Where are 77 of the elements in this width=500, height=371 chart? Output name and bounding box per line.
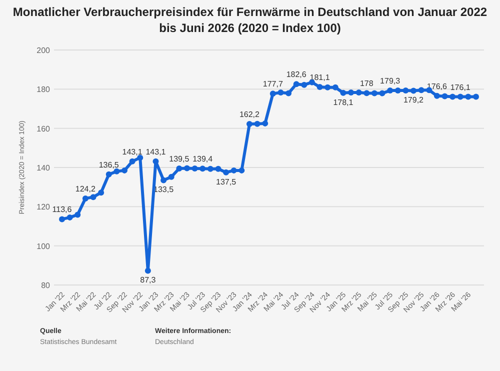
y-tick-label: 140: [36, 164, 51, 172]
point: [356, 89, 362, 96]
point: [270, 90, 276, 97]
y-tick-label: 80: [41, 281, 51, 290]
point: [364, 90, 370, 96]
point: [246, 121, 252, 128]
data-label: 162,2: [239, 110, 260, 120]
data-label: 176,1: [450, 82, 471, 92]
point: [192, 165, 198, 172]
point: [324, 84, 331, 90]
point: [394, 88, 401, 94]
point: [457, 94, 464, 100]
point: [74, 212, 81, 218]
point: [238, 167, 245, 174]
point: [223, 169, 230, 176]
data-label: 139,4: [192, 154, 214, 164]
point: [410, 88, 417, 94]
point: [442, 93, 448, 100]
point: [207, 166, 214, 172]
data-label: 178,1: [333, 98, 354, 107]
data-label: 179,3: [380, 76, 401, 86]
point: [200, 166, 206, 172]
data-label: 143,1: [146, 147, 166, 156]
y-tick-label: 200: [36, 46, 51, 55]
point: [59, 216, 65, 222]
data-label: 137,5: [216, 177, 237, 186]
point: [129, 158, 136, 164]
point: [168, 174, 174, 180]
y-tick-label: 160: [36, 124, 51, 134]
point: [215, 166, 222, 172]
point: [316, 84, 323, 90]
data-label: 179,2: [403, 96, 424, 105]
point: [106, 171, 112, 178]
data-label: 143,1: [122, 147, 143, 156]
point: [262, 120, 268, 126]
point: [152, 158, 159, 164]
point: [450, 94, 456, 100]
point: [402, 88, 409, 94]
data-label: 139,5: [169, 154, 190, 164]
point: [465, 94, 472, 100]
point: [473, 94, 479, 100]
point: [278, 89, 284, 96]
point: [160, 177, 167, 184]
point: [418, 87, 424, 94]
point: [184, 165, 190, 172]
data-label: 133,5: [154, 185, 174, 194]
data-label: 87,3: [140, 276, 156, 285]
point: [293, 81, 300, 88]
point: [434, 92, 440, 99]
chart-title: Monatlicher Verbraucherpreisindex für Fernwärme in Deutschland von Januar 2022 bis Juni 2026 (2020 = Index 100): [12, 5, 488, 35]
point: [66, 214, 73, 220]
data-label: 136,5: [98, 160, 120, 170]
point: [114, 168, 120, 174]
data-label: 182,6: [286, 70, 307, 80]
y-tick-label: 120: [36, 202, 51, 212]
point: [144, 268, 151, 274]
data-label: 177,7: [262, 80, 284, 89]
y-tick-label: 100: [36, 242, 51, 251]
point: [387, 88, 394, 94]
point: [121, 167, 128, 174]
point: [332, 84, 338, 90]
point: [301, 82, 308, 88]
point: [90, 194, 96, 200]
point: [98, 190, 104, 196]
point: [340, 90, 346, 96]
data-label: 178: [360, 79, 374, 88]
data-label: 181,1: [310, 73, 330, 82]
point: [254, 120, 260, 127]
point: [286, 90, 292, 96]
point: [371, 90, 378, 96]
y-tick-label: 180: [36, 85, 51, 94]
point: [230, 167, 237, 174]
data-label: 124,2: [75, 184, 96, 194]
data-label: 113,6: [52, 205, 72, 214]
point: [176, 165, 182, 172]
point: [379, 90, 386, 96]
point: [82, 195, 88, 202]
